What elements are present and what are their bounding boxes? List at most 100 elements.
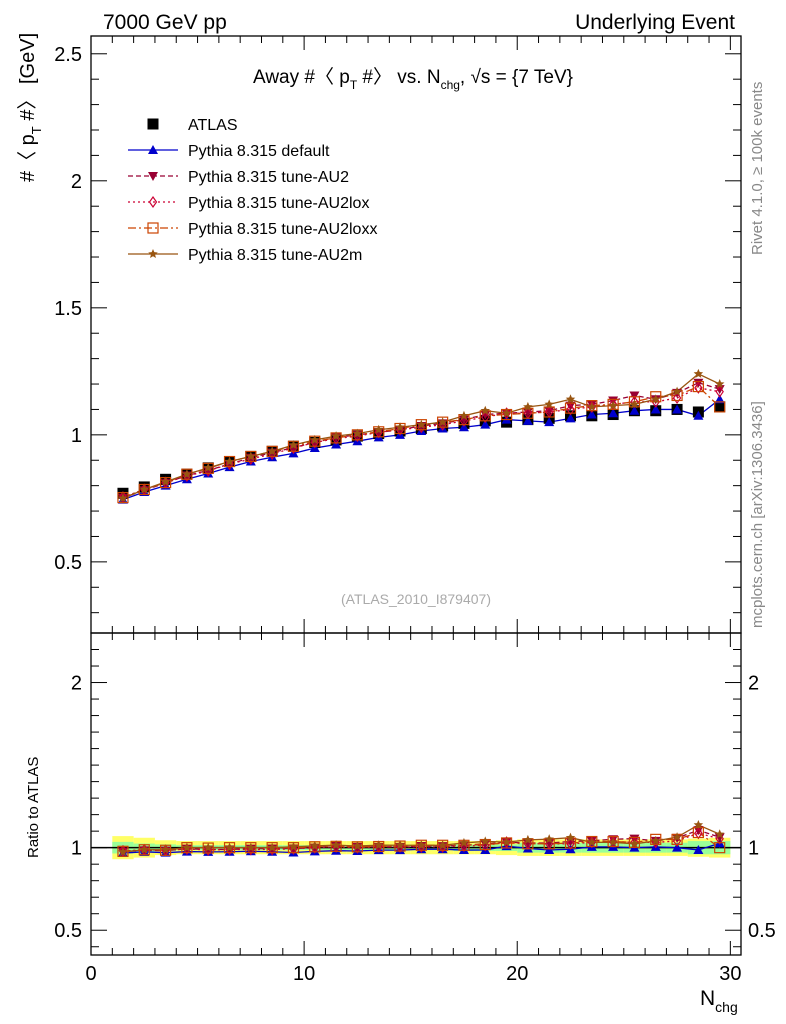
ratio-point-pythia-8-315-tune-au2 [480,839,491,849]
point-pythia-8-315-default [586,409,597,419]
ratio-y-tick-label-right: 0.5 [748,920,776,942]
point-pythia-8-315-default [608,408,619,418]
ratio-point-pythia-8-315-tune-au2 [522,838,533,848]
ratio-point-pythia-8-315-tune-au2m [288,841,299,851]
y-tick-label: 1.5 [54,298,82,320]
ratio-y-tick-label-right: 2 [748,673,759,695]
ratio-point-pythia-8-315-tune-au2 [544,839,555,849]
ratio-y-tick-label: 1 [71,838,82,860]
point-pythia-8-315-tune-au2 [544,406,555,416]
plot-title: Away #〈 pT #〉 vs. Nchg, √s = {7 TeV} [253,66,573,92]
ratio-y-tick-label-right: 1 [748,838,759,860]
point-pythia-8-315-tune-au2m [310,434,320,444]
point-pythia-8-315-default [480,419,491,429]
header-left: 7000 GeV pp [103,11,227,34]
ratio-point-pythia-8-315-tune-au2loxx [650,833,662,845]
legend-label-pythia-8-315-default: Pythia 8.315 default [188,143,330,160]
point-pythia-8-315-tune-au2m [544,399,554,409]
ratio-point-pythia-8-315-tune-au2loxx [415,839,427,851]
point-pythia-8-315-tune-au2m [480,405,491,415]
ratio-point-pythia-8-315-tune-au2loxx [245,842,257,854]
point-pythia-8-315-tune-au2m [587,401,597,411]
point-pythia-8-315-tune-au2m [331,431,341,441]
point-pythia-8-315-default [672,404,683,414]
point-pythia-8-315-tune-au2loxx [650,391,662,403]
point-pythia-8-315-tune-au2lox [417,421,426,434]
point-pythia-8-315-tune-au2loxx [564,402,577,414]
point-pythia-8-315-tune-au2m [459,410,469,420]
ratio-point-pythia-8-315-tune-au2m [523,834,533,844]
x-tick-label: 0 [85,963,96,985]
ratio-point-pythia-8-315-tune-au2m [267,842,277,852]
point-pythia-8-315-tune-au2lox [481,411,490,424]
point-pythia-8-315-tune-au2m [224,456,235,466]
point-pythia-8-315-tune-au2lox [694,381,703,394]
ratio-point-pythia-8-315-tune-au2m [310,840,320,851]
point-pythia-8-315-default [693,410,704,420]
ratio-y-axis-label: Ratio to ATLAS [25,757,42,858]
ratio-point-pythia-8-315-tune-au2m [416,840,427,850]
point-pythia-8-315-default [544,417,555,427]
point-pythia-8-315-default [565,413,576,423]
legend-marker-pythia-8-315-tune-au2loxx [147,222,159,234]
point-pythia-8-315-tune-au2m [160,476,171,486]
point-pythia-8-315-tune-au2m [651,394,661,404]
point-pythia-8-315-tune-au2m [182,469,192,479]
ratio-point-pythia-8-315-tune-au2m [203,842,213,852]
ratio-point-pythia-8-315-tune-au2lox [203,843,213,856]
ratio-point-pythia-8-315-tune-au2m [501,837,512,847]
ratio-markers [117,819,726,858]
point-pythia-8-315-tune-au2m [437,417,448,427]
ratio-point-pythia-8-315-tune-au2m [608,837,618,847]
analysis-watermark: (ATLAS_2010_I879407) [341,591,491,607]
point-pythia-8-315-tune-au2m [693,368,704,378]
point-pythia-8-315-tune-au2loxx [266,445,278,457]
point-pythia-8-315-tune-au2 [458,415,469,425]
series-markers [117,368,726,504]
axis-ticks [90,36,741,955]
point-pythia-8-315-tune-au2m [608,400,618,410]
point-pythia-8-315-tune-au2lox [672,391,682,405]
x-axis-label: Nchg [700,987,738,1015]
ratio-point-pythia-8-315-tune-au2lox [566,837,575,850]
legend-label-pythia-8-315-tune-au2: Pythia 8.315 tune-AU2 [188,169,349,186]
y-tick-label: 0.5 [54,552,82,574]
point-pythia-8-315-tune-au2lox [203,464,213,477]
ratio-point-pythia-8-315-default [693,844,704,854]
ratio-point-pythia-8-315-tune-au2m [587,837,597,847]
ratio-point-pythia-8-315-tune-au2m [651,835,661,845]
ratio-point-pythia-8-315-tune-au2m [629,838,640,848]
header-right: Underlying Event [575,11,735,34]
point-pythia-8-315-tune-au2lox [289,442,298,455]
ratio-point-pythia-8-315-tune-au2m [331,840,341,850]
point-pythia-8-315-tune-au2m [416,419,427,429]
legend-label-pythia-8-315-tune-au2m: Pythia 8.315 tune-AU2m [188,247,362,264]
y-tick-label: 2 [71,171,82,193]
ratio-point-pythia-8-315-tune-au2m [373,840,384,850]
ratio-point-pythia-8-315-tune-au2loxx [607,835,619,848]
point-pythia-8-315-tune-au2 [480,410,491,420]
point-pythia-8-315-tune-au2m [395,422,405,432]
point-pythia-8-315-tune-au2m [672,386,682,396]
point-pythia-8-315-default [650,404,661,414]
legend-marker-pythia-8-315-tune-au2lox [148,195,158,209]
point-pythia-8-315-tune-au2loxx [714,401,726,413]
point-pythia-8-315-tune-au2loxx [607,398,619,410]
point-pythia-8-315-tune-au2m [118,493,128,503]
legend: ATLAS Pythia 8.315 default Pythia 8.315 tu… [128,117,377,264]
ratio-point-pythia-8-315-tune-au2m [693,819,704,829]
point-pythia-8-315-tune-au2loxx [692,380,704,393]
y-axis-label: #〈 pT #〉 [GeV] [17,33,44,182]
ratio-point-pythia-8-315-tune-au2m [714,829,725,839]
point-pythia-8-315-tune-au2m [373,424,384,434]
ratio-point-pythia-8-315-tune-au2loxx [266,842,278,854]
point-pythia-8-315-tune-au2lox [651,395,660,408]
point-pythia-8-315-tune-au2lox [353,430,362,443]
point-pythia-8-315-tune-au2m [203,462,213,472]
ratio-point-pythia-8-315-tune-au2m [118,846,128,856]
point-pythia-8-315-tune-au2loxx [543,406,555,418]
ratio-point-pythia-8-315-tune-au2m [672,832,682,842]
point-pythia-8-315-tune-au2m [523,401,533,411]
ratio-point-pythia-8-315-tune-au2loxx [628,836,641,848]
